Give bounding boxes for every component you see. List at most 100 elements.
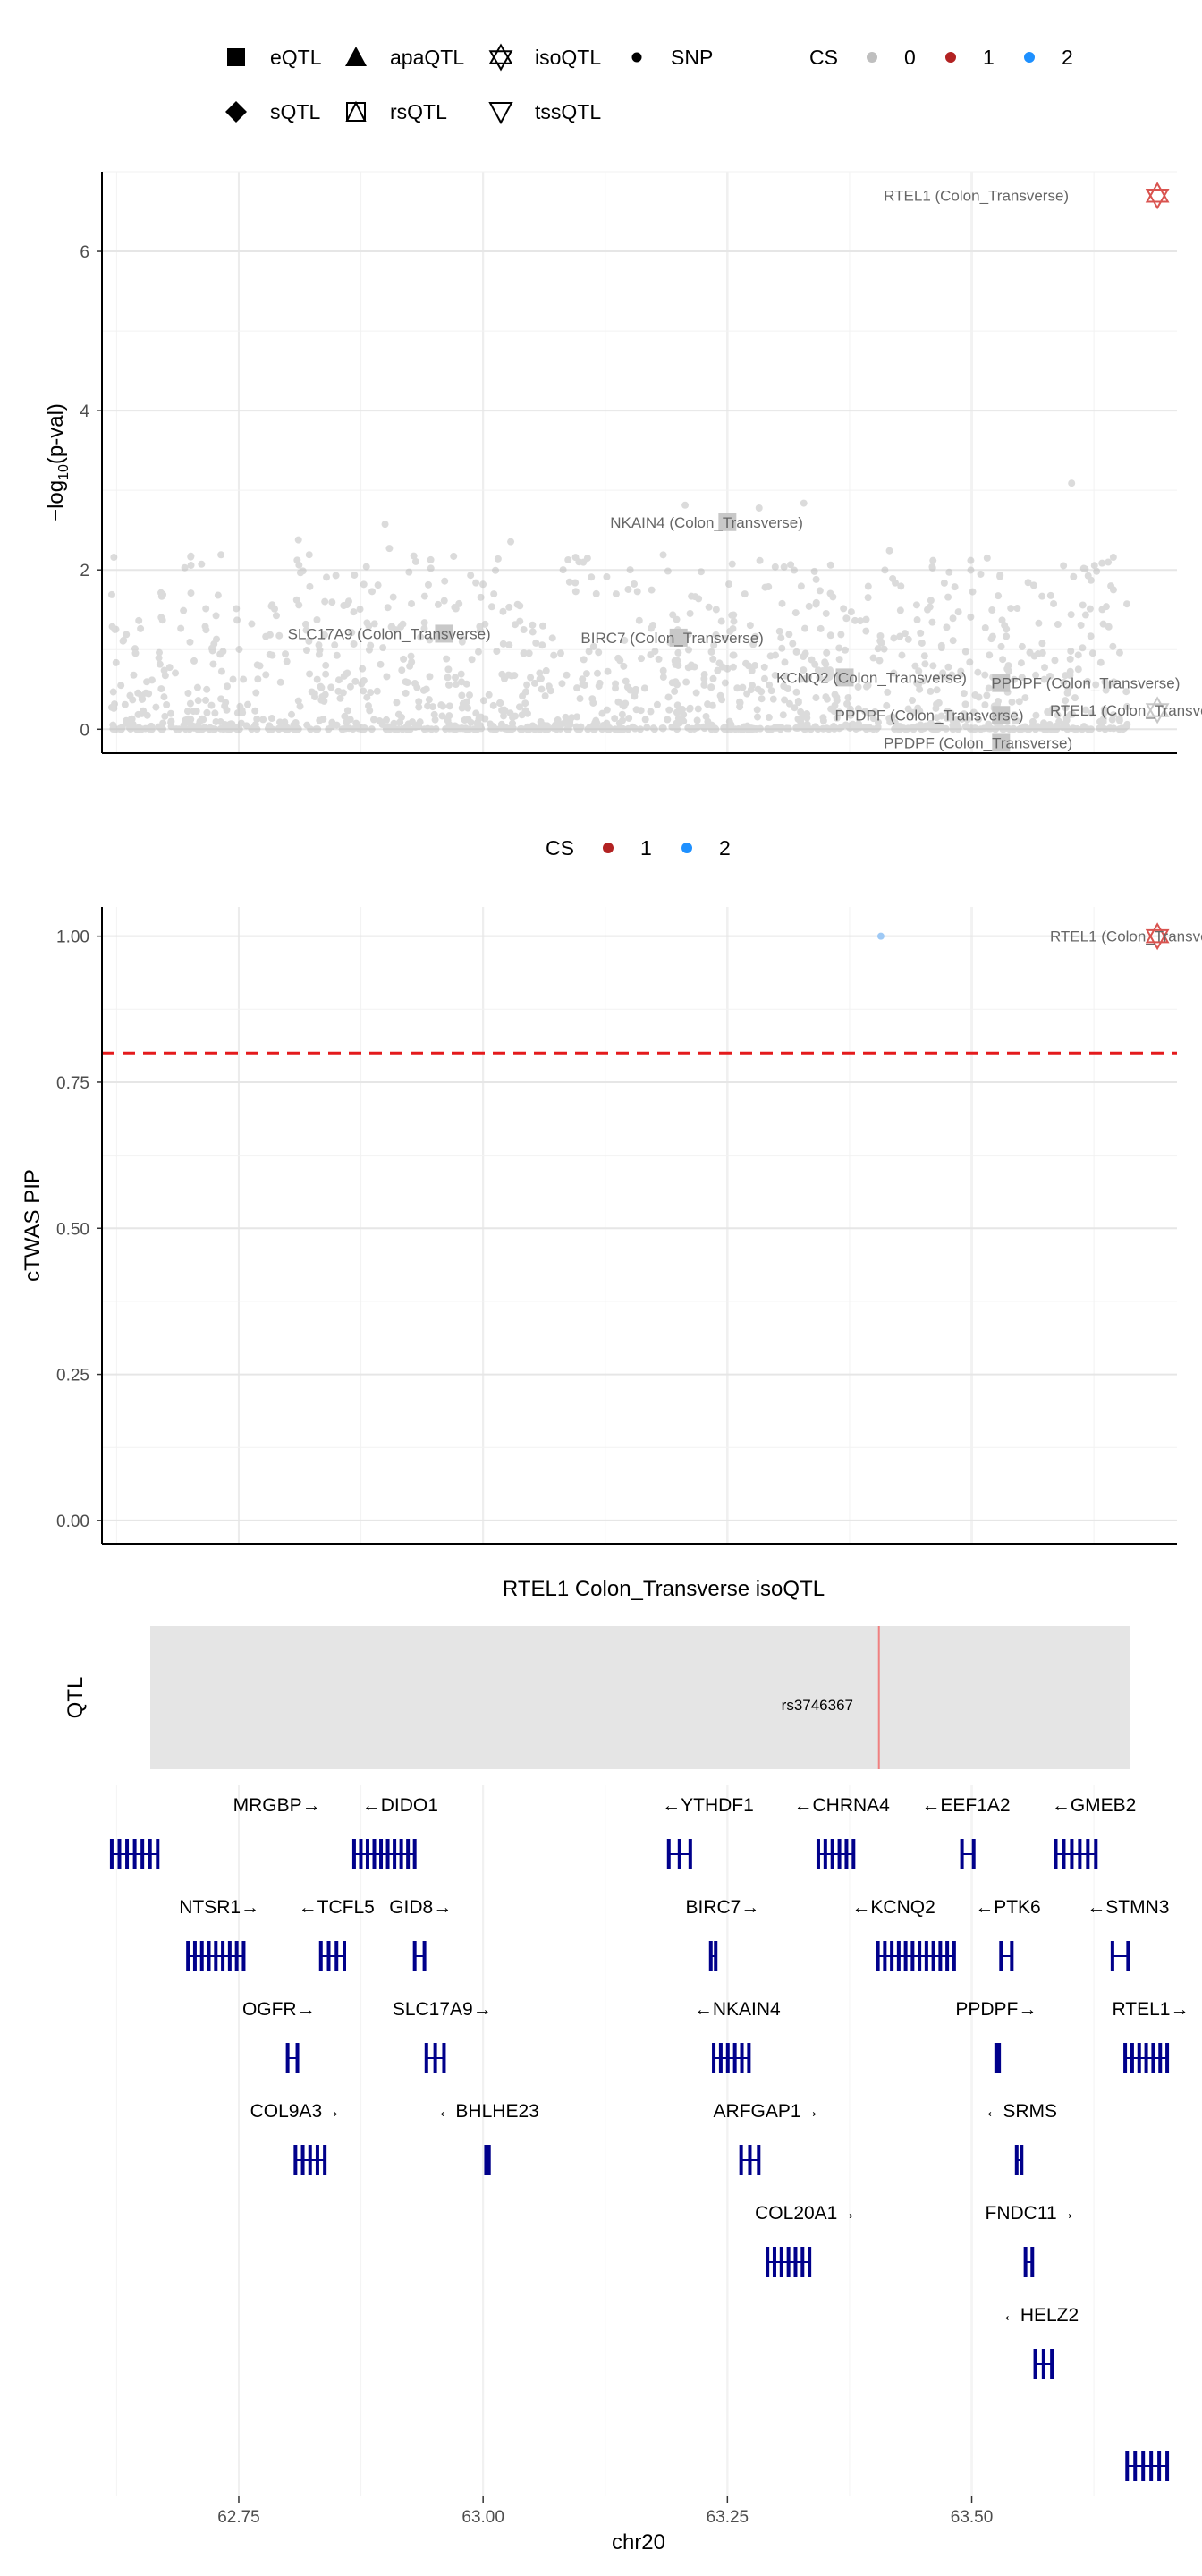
snp-point xyxy=(302,647,310,655)
gene-exon xyxy=(844,1839,849,1869)
gene-exon xyxy=(1050,2349,1054,2379)
snp-point xyxy=(588,695,597,703)
snp-point xyxy=(202,696,210,704)
snp-point xyxy=(792,648,800,656)
gene-exon xyxy=(424,2043,428,2073)
legend-cs-2-label: 2 xyxy=(1062,46,1073,69)
snp-point xyxy=(847,608,855,616)
gene-label: ←GMEB2 xyxy=(1052,1795,1137,1816)
snp-point xyxy=(177,624,185,632)
p1-annotation-marker xyxy=(835,668,854,687)
snp-point xyxy=(440,597,448,605)
snp-point xyxy=(444,674,452,682)
snp-point xyxy=(691,593,699,601)
gene-exon xyxy=(484,2145,488,2175)
gene-exon xyxy=(241,1941,246,1971)
snp-point xyxy=(659,674,667,682)
snp-point xyxy=(1110,678,1118,686)
snp-point xyxy=(500,706,508,714)
snp-point xyxy=(408,658,416,666)
legend-cs-title: CS xyxy=(809,46,838,69)
snp-point xyxy=(427,555,435,564)
snp-point xyxy=(890,634,898,642)
snp-point xyxy=(772,651,780,659)
snp-point xyxy=(975,716,983,724)
gene-exon xyxy=(740,2043,744,2073)
snp-point xyxy=(598,709,606,717)
snp-point xyxy=(182,725,190,733)
gene-exon xyxy=(924,1941,928,1971)
snp-point xyxy=(712,631,720,639)
snp-point xyxy=(541,692,549,700)
snp-point xyxy=(665,706,673,714)
gene-exon xyxy=(1110,1941,1114,1971)
snp-point xyxy=(156,660,164,668)
snp-point xyxy=(969,708,978,716)
snp-point xyxy=(385,723,393,731)
snp-point xyxy=(173,725,181,733)
snp-point xyxy=(295,601,303,609)
snp-point xyxy=(341,712,349,720)
snp-point xyxy=(229,675,237,683)
p2-annotation-marker xyxy=(1145,922,1170,944)
snp-point xyxy=(332,572,340,580)
snp-point xyxy=(202,605,210,613)
snp-point xyxy=(680,717,688,725)
snp-point xyxy=(1028,723,1037,731)
snp-point xyxy=(579,675,587,683)
snp-point xyxy=(694,705,702,713)
x-axis: chr20 62.75 63.00 63.25 63.50 xyxy=(217,2496,993,2555)
snp-point xyxy=(184,689,192,697)
snp-point xyxy=(275,631,284,640)
snp-point xyxy=(424,702,432,710)
snp-point xyxy=(874,718,882,726)
snp-point xyxy=(604,667,612,675)
snp-point xyxy=(1032,671,1040,679)
snp-point xyxy=(438,712,446,720)
snp-point xyxy=(370,716,378,724)
gene-exon xyxy=(748,2145,752,2175)
gene-exon xyxy=(214,1941,218,1971)
snp-point xyxy=(582,670,590,678)
snp-point xyxy=(933,674,941,682)
snp-point xyxy=(793,724,801,733)
snp-point xyxy=(1115,716,1123,724)
gene-exon xyxy=(896,1941,901,1971)
gene-label: ←PTK6 xyxy=(975,1897,1041,1918)
snp-point xyxy=(573,684,581,692)
gene-exon xyxy=(800,2247,805,2277)
snp-point xyxy=(1101,725,1109,733)
gene-label: COL20A1→ xyxy=(755,2203,856,2224)
snp-point xyxy=(227,720,235,728)
snp-point xyxy=(109,721,117,729)
gene-exon xyxy=(890,1941,894,1971)
snp-point xyxy=(888,713,896,721)
snp-point xyxy=(833,714,841,722)
snp-point xyxy=(350,640,358,648)
snp-point xyxy=(550,724,558,733)
snp-point xyxy=(163,700,171,708)
snp-point xyxy=(1093,567,1101,575)
snp-point xyxy=(995,592,1003,600)
snp-point xyxy=(351,571,359,579)
snp-point xyxy=(640,684,648,692)
p1-annotation-marker xyxy=(669,628,688,647)
gene-exon xyxy=(156,1839,160,1869)
snp-point xyxy=(437,701,445,709)
snp-point xyxy=(203,708,211,716)
snp-point xyxy=(172,669,180,677)
p1-annotation-marker xyxy=(1145,696,1170,717)
snp-point xyxy=(493,648,501,656)
snp-point xyxy=(914,704,922,712)
snp-point xyxy=(789,640,797,648)
snp-point xyxy=(983,691,991,699)
snp-point xyxy=(918,639,926,647)
snp-point xyxy=(492,566,500,574)
p1-annotation-label: PPDPF (Colon_Transverse) xyxy=(991,675,1180,692)
snp-point xyxy=(521,688,529,696)
gene-exon xyxy=(732,2043,737,2073)
gene-exon xyxy=(433,2043,437,2073)
snp-point xyxy=(420,619,428,627)
snp-point xyxy=(611,725,619,733)
snp-point xyxy=(928,563,936,571)
